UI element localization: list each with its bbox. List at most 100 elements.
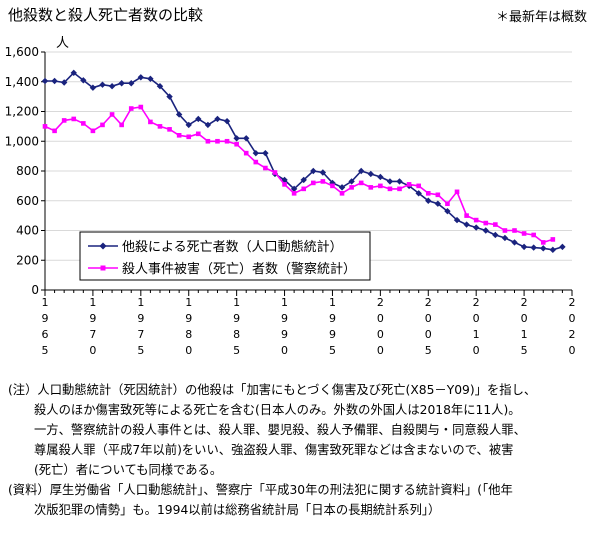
data-point xyxy=(186,134,192,140)
data-point xyxy=(290,185,298,193)
legend-swatch-marker xyxy=(100,265,106,271)
data-point xyxy=(118,80,125,87)
data-point xyxy=(167,127,172,132)
data-point xyxy=(71,116,77,122)
legend-label: 殺人事件被害（死亡）者数（警察統計） xyxy=(122,261,356,277)
data-point xyxy=(444,207,451,215)
y-tick-label: 1,000 xyxy=(5,134,39,148)
y-axis: 0 200 400 600 800 1,000 1,200 1,400 1,600 xyxy=(5,45,46,297)
data-point xyxy=(109,112,115,117)
data-point xyxy=(89,84,97,91)
data-point xyxy=(358,167,365,175)
data-point xyxy=(531,232,536,238)
data-point xyxy=(291,191,297,196)
data-point xyxy=(100,122,105,128)
data-point xyxy=(330,183,335,189)
data-point xyxy=(425,197,432,204)
note-line: (注）人口動態統計（死因統計）の他殺は「加害にもとづく傷害及び死亡(X85－Y0… xyxy=(8,383,537,397)
data-point xyxy=(204,121,212,129)
data-point xyxy=(520,243,528,251)
note-line: 殺人のほか傷害致死等による死亡を含む(日本人のみ。外数の外国人は2018年に11… xyxy=(34,403,521,417)
data-point xyxy=(472,224,480,231)
data-point xyxy=(454,189,460,195)
note-line: (死亡）者についても同様である。 xyxy=(34,463,223,477)
data-point xyxy=(550,237,556,242)
legend-label: 他殺による死亡者数（人口動態統計） xyxy=(122,239,343,255)
data-point xyxy=(301,186,307,192)
data-point xyxy=(378,183,383,189)
data-point xyxy=(42,124,48,129)
note-line: 尊属殺人罪（平成7年以前)をいい、強盗殺人罪、傷害致死罪などは含まないので、被害 xyxy=(34,443,514,457)
data-point xyxy=(41,77,49,85)
data-point xyxy=(195,115,202,123)
y-tick-label: 600 xyxy=(16,194,39,208)
data-point xyxy=(425,191,431,196)
data-point xyxy=(549,246,557,254)
y-tick-label: 200 xyxy=(16,253,39,267)
data-point xyxy=(80,77,87,84)
data-point xyxy=(435,192,441,198)
data-point xyxy=(473,217,479,223)
data-point xyxy=(349,185,354,190)
data-point xyxy=(233,135,240,142)
data-point xyxy=(119,122,124,128)
data-point xyxy=(138,104,144,110)
data-point xyxy=(99,81,106,88)
data-point xyxy=(128,80,135,87)
data-point xyxy=(272,170,278,175)
data-point xyxy=(70,69,77,77)
source-line: (資料）厚生労働省「人口動態統計」、警察庁「平成30年の刑法犯に関する統計資料」… xyxy=(8,483,513,497)
data-point xyxy=(224,138,230,144)
data-point xyxy=(463,221,470,228)
data-point xyxy=(148,119,153,125)
data-point xyxy=(530,244,537,251)
data-point xyxy=(300,176,307,184)
data-point xyxy=(501,234,509,242)
data-point xyxy=(540,240,546,245)
data-point xyxy=(243,135,250,142)
legend-box xyxy=(79,231,371,281)
data-point xyxy=(253,159,259,165)
data-point xyxy=(540,245,547,252)
y-tick-label: 1,200 xyxy=(5,105,39,119)
data-point xyxy=(453,216,461,224)
estimate-note: ＊最新年は概数 xyxy=(495,10,587,25)
data-point xyxy=(319,169,327,176)
y-axis-unit-label: 人 xyxy=(56,36,70,51)
data-point xyxy=(559,243,566,251)
data-point xyxy=(196,131,201,137)
data-point xyxy=(511,239,518,246)
legend: 他殺による死亡者数（人口動態統計） 殺人事件被害（死亡）者数（警察統計） xyxy=(79,231,371,281)
data-point xyxy=(215,138,220,144)
data-point xyxy=(252,149,259,157)
data-point xyxy=(483,220,489,226)
data-point xyxy=(482,227,489,234)
data-point xyxy=(434,200,442,207)
data-point xyxy=(416,183,421,189)
legend-swatch-marker xyxy=(99,242,107,250)
data-point xyxy=(358,180,364,186)
data-point xyxy=(387,186,393,192)
data-point xyxy=(367,170,374,178)
chart-title: 他殺数と殺人死亡者数の比較 xyxy=(8,6,204,24)
data-point xyxy=(90,128,96,134)
data-point xyxy=(348,178,355,185)
data-point xyxy=(128,106,134,111)
data-point xyxy=(262,149,269,157)
data-point xyxy=(320,179,326,184)
note-line: 一方、警察統計の殺人事件とは、殺人罪、嬰児殺、殺人予備罪、自殺関与・同意殺人罪、 xyxy=(34,423,526,437)
y-tick-label: 1,600 xyxy=(5,45,39,59)
data-point xyxy=(512,228,517,233)
data-point xyxy=(445,201,450,207)
data-point xyxy=(108,83,116,90)
data-point xyxy=(52,128,57,134)
data-point xyxy=(338,184,346,191)
